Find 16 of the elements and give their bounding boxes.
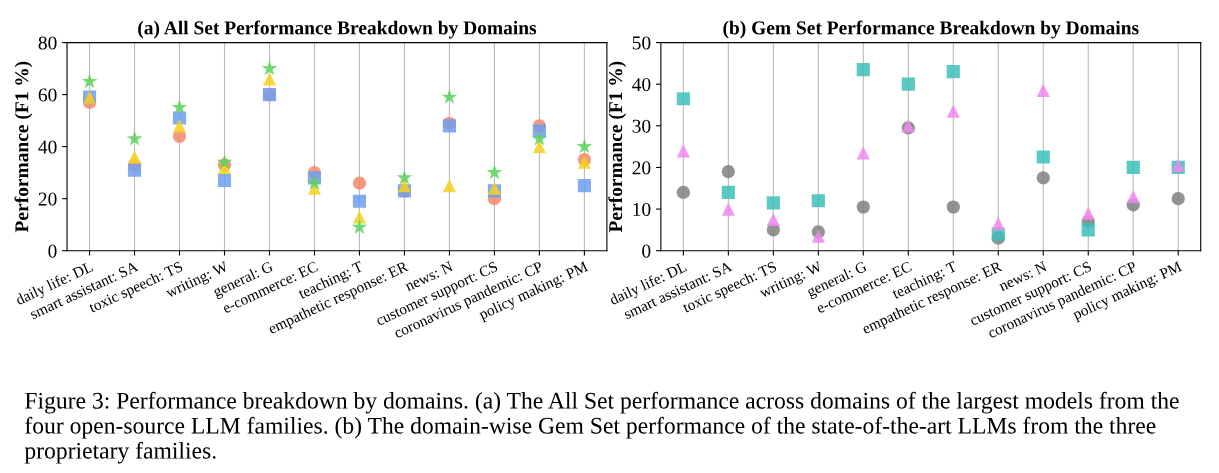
caption: Figure 3: Performance breakdown by domains. (a) The All Set performance across domains of the largest models from the four open-source LLM families. (b) The domain-wise Gem Set performance of the state-of-the-art LLMs from the three proprietary families. <box>24 391 1179 464</box>
y-tick-label: 0 <box>642 244 651 258</box>
y-tick-label: 10 <box>633 202 651 216</box>
y-tick-label: 50 <box>632 36 651 50</box>
y-tick-label: 0 <box>48 244 57 258</box>
y-tick-label: 60 <box>38 88 57 102</box>
y-axis-title: Performance (F1 %) <box>608 61 627 233</box>
chart-title: (b) Gem Set Performance Breakdown by Domains <box>723 20 1139 39</box>
chart-title: (a) All Set Performance Breakdown by Domains <box>138 20 537 39</box>
y-tick-label: 40 <box>38 140 57 154</box>
y-tick-label: 80 <box>38 36 57 50</box>
y-tick-label: 20 <box>632 161 651 175</box>
y-axis-title: Performance (F1 %) <box>14 61 33 233</box>
y-tick-label: 30 <box>632 119 651 133</box>
y-tick-label: 20 <box>38 192 57 206</box>
y-tick-label: 40 <box>632 78 651 92</box>
